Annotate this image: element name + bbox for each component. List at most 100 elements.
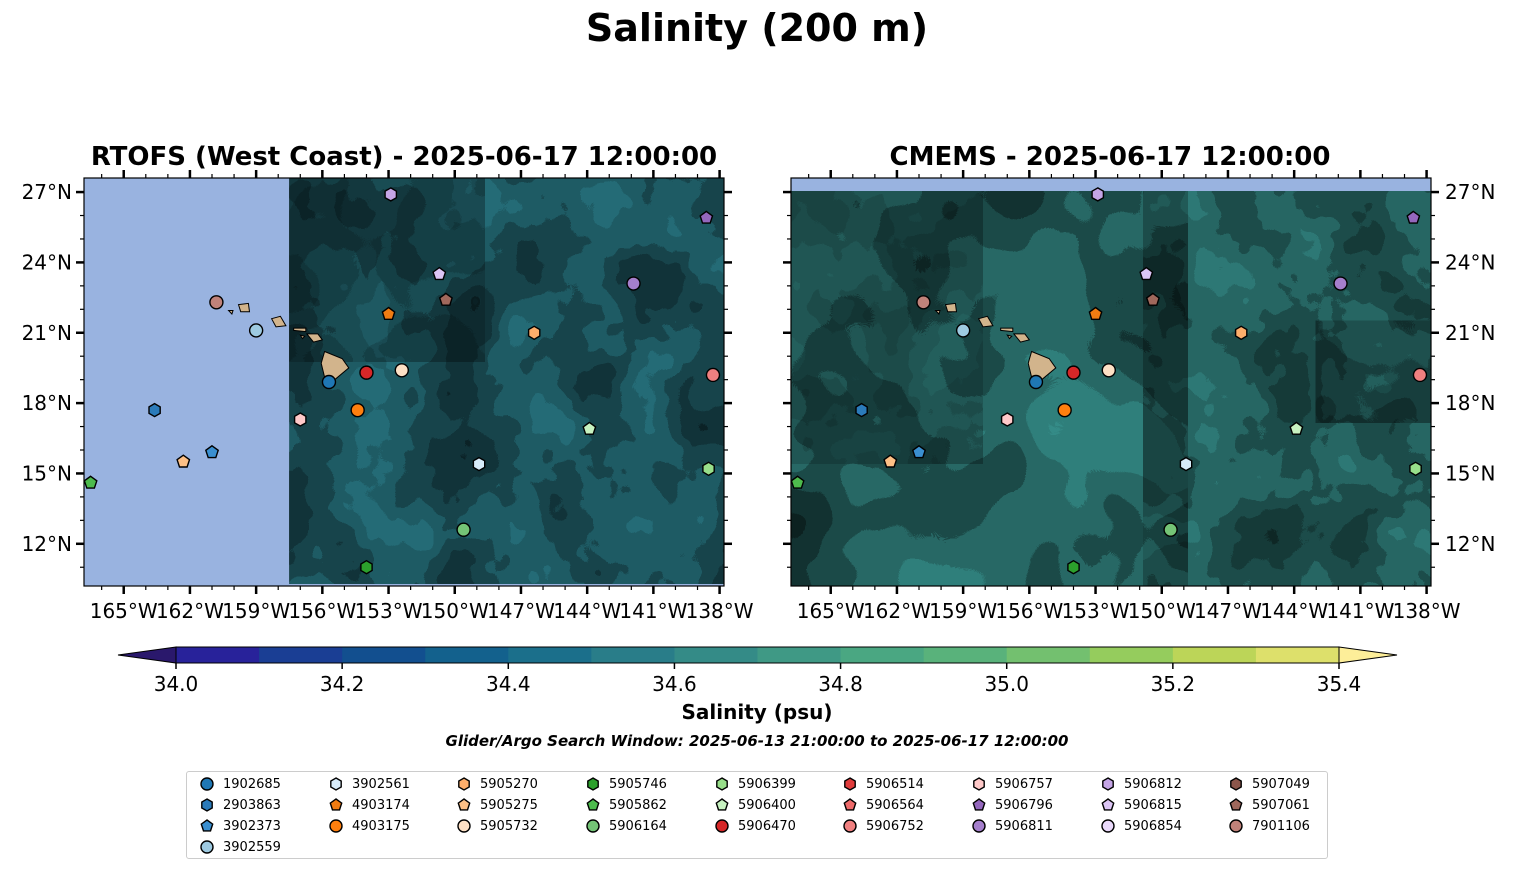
colorbar-segment: [176, 647, 260, 663]
legend-marker-icon: [715, 819, 729, 833]
float-5906757: [1000, 412, 1014, 427]
legend-item: 5906164: [585, 818, 667, 834]
cmems-panel-title: CMEMS - 2025-06-17 12:00:00: [889, 142, 1331, 172]
legend-label: 5906796: [995, 797, 1053, 813]
float-5905732: [1101, 363, 1116, 378]
y-tick-label: 21°N: [22, 321, 72, 345]
legend-item: 1902685: [199, 776, 281, 792]
legend-label: 5906514: [866, 776, 924, 792]
legend-marker: [586, 819, 600, 833]
legend-item: 5905746: [585, 776, 667, 792]
float-markers: [790, 187, 1428, 575]
legend-marker: [1229, 798, 1243, 811]
colorbar-segment: [1006, 647, 1091, 663]
legend-marker-icon: [200, 777, 214, 791]
legend-marker-icon: [330, 777, 342, 791]
legend-marker-icon: [1101, 798, 1115, 811]
molokai-island: [293, 327, 307, 333]
legend-marker: [200, 840, 214, 854]
legend-label: 5907049: [1252, 776, 1310, 792]
colorbar-segment: [757, 647, 842, 663]
maui-island: [1012, 333, 1031, 343]
x-tick-label: 159°W: [222, 599, 290, 623]
colorbar-segment: [259, 647, 343, 663]
x-tick-label: 147°W: [487, 599, 555, 623]
legend-marker: [458, 777, 470, 791]
x-tick-label: 144°W: [1260, 599, 1328, 623]
legend-item: 5906399: [714, 776, 796, 792]
lanai-island: [1006, 334, 1013, 340]
float-5907061: [1145, 292, 1160, 306]
x-tick-label: 150°W: [421, 599, 489, 623]
x-tick-label: 162°W: [156, 599, 224, 623]
legend-marker-icon: [1101, 819, 1115, 833]
legend-label: 2903863: [223, 797, 281, 813]
legend-item: 4903175: [328, 818, 410, 834]
rtofs-map-panel: 165°W162°W159°W156°W153°W150°W147°W144°W…: [22, 170, 754, 623]
float-5905862: [790, 475, 805, 489]
salinity-min-eddy: [1315, 320, 1431, 423]
x-tick-label: 153°W: [1062, 599, 1130, 623]
colorbar-segment: [1255, 647, 1340, 663]
legend-item: 5906811: [971, 818, 1053, 834]
x-tick-label: 156°W: [288, 599, 356, 623]
float-markers: [83, 187, 721, 575]
legend-marker-icon: [457, 819, 471, 833]
float-5906400: [582, 421, 597, 435]
x-tick-label: 162°W: [863, 599, 931, 623]
legend-marker: [1102, 777, 1114, 791]
legend-item: 5905862: [585, 797, 667, 813]
legend-marker-icon: [972, 798, 986, 811]
land-layer: [227, 302, 350, 382]
legend-marker-icon: [1229, 819, 1243, 833]
float-5906399: [702, 461, 715, 477]
kauai-island: [944, 302, 958, 313]
legend-label: 5905746: [609, 776, 667, 792]
molokai-island: [1000, 327, 1014, 333]
float-5905862: [83, 475, 98, 489]
legend-marker-icon: [329, 819, 343, 833]
land-layer: [934, 302, 1057, 382]
legend-item: 5907061: [1228, 797, 1310, 813]
legend-marker: [972, 819, 986, 833]
search-window-note: Glider/Argo Search Window: 2025-06-13 21…: [445, 732, 1069, 750]
x-tick-label: 147°W: [1194, 599, 1262, 623]
legend-marker-icon: [1229, 798, 1243, 811]
float-2903863: [148, 402, 161, 418]
colorbar-extend-high: [1338, 646, 1398, 664]
float-5906796: [1406, 210, 1421, 224]
float-5906812: [1091, 187, 1105, 202]
colorbar-segment: [591, 647, 675, 663]
colorbar-segment: [1172, 647, 1257, 663]
legend-label: 5906812: [1124, 776, 1182, 792]
colorbar-segment: [508, 647, 592, 663]
float-4903174: [1088, 306, 1103, 320]
colorbar-segment: [674, 647, 758, 663]
x-tick-label: 141°W: [619, 599, 687, 623]
salinity-high-eddies: [289, 178, 485, 362]
cmems-map-panel: 165°W162°W159°W156°W153°W150°W147°W144°W…: [783, 170, 1495, 623]
legend-marker: [715, 798, 729, 811]
x-tick-label: 156°W: [995, 599, 1063, 623]
legend-label: 5906164: [609, 818, 667, 834]
x-tick-label: 144°W: [553, 599, 621, 623]
y-tick-label: 27°N: [22, 180, 72, 204]
salinity-field: [84, 178, 724, 586]
legend-item: 3902561: [328, 776, 410, 792]
colorbar: 34.0 34.2 34.4 34.6 34.8 35.0 35.2 35.4: [117, 646, 1398, 696]
y-tick-label: 12°N: [1445, 532, 1495, 556]
float-5906811: [626, 276, 641, 291]
legend-item: 4903174: [328, 797, 410, 813]
colorbar-tick-label: 34.6: [652, 672, 697, 696]
colorbar-tick-label: 34.8: [818, 672, 863, 696]
legend-label: 7901106: [1252, 818, 1310, 834]
float-4903174: [381, 306, 396, 320]
float-legend: 1902685 2903863 3902373 3902559 3902561 49031…: [186, 771, 1328, 859]
float-5906470: [359, 365, 374, 380]
legend-item: 7901106: [1228, 818, 1310, 834]
legend-label: 5906752: [866, 818, 924, 834]
legend-marker-icon: [973, 777, 985, 791]
float-5905270: [527, 325, 541, 341]
float-7901106: [916, 295, 931, 310]
legend-label: 3902559: [223, 839, 281, 855]
